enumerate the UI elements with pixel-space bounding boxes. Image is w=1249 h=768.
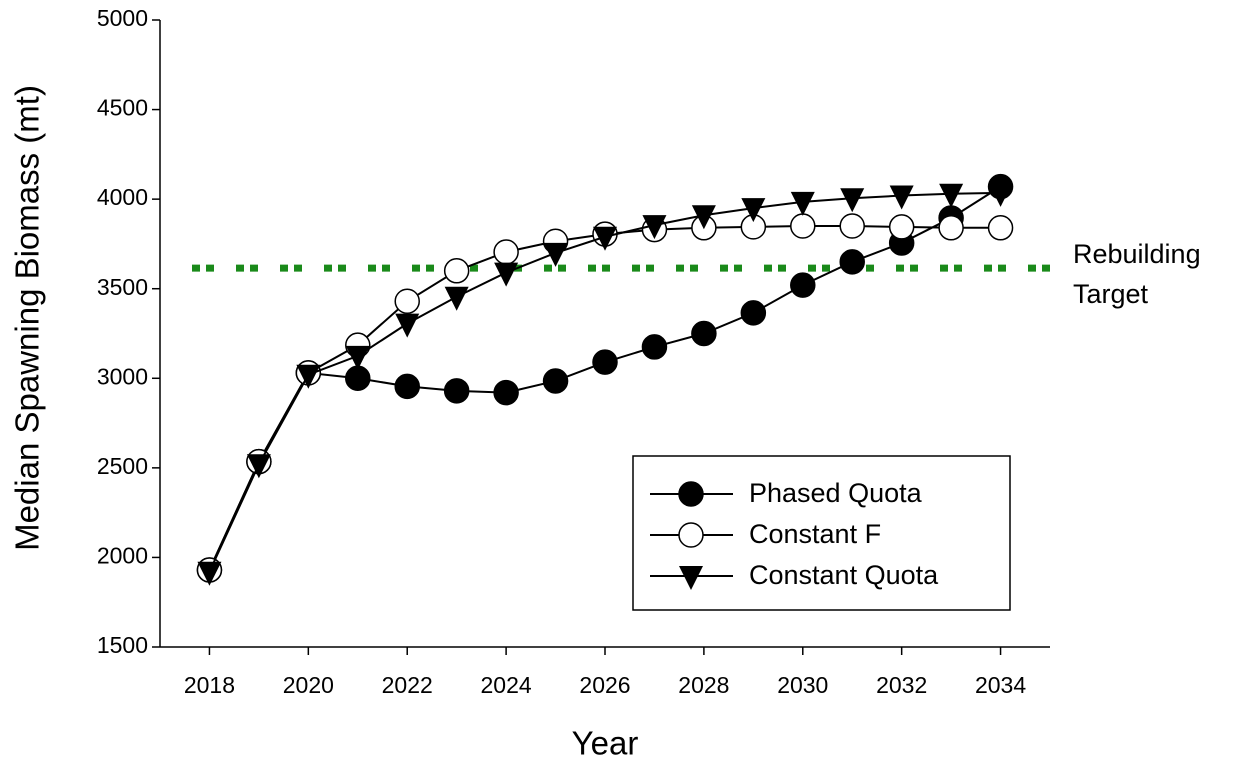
y-tick-label: 5000 [97,5,148,31]
marker [395,313,420,338]
x-axis-title: Year [572,725,639,762]
marker [394,373,420,400]
marker [246,454,271,479]
marker [443,258,470,284]
marker [790,191,815,216]
marker [296,364,321,389]
marker [790,213,816,239]
legend-marker [678,481,704,507]
marker [394,288,420,315]
x-tick-label: 2024 [481,672,532,698]
legend-label: Constant F [749,519,881,549]
y-tick-label: 2500 [97,453,148,479]
marker [592,349,618,375]
x-tick-label: 2030 [777,672,828,698]
marker [740,300,767,326]
marker [443,378,470,404]
marker [839,249,865,275]
marker [988,182,1013,207]
x-tick-label: 2022 [382,672,433,698]
y-tick-label: 4000 [97,184,148,210]
legend-label: Constant Quota [749,560,939,590]
legend-marker [678,522,704,548]
series [197,182,1013,586]
marker [494,262,519,287]
y-tick-label: 1500 [97,632,148,658]
marker [543,242,568,267]
marker [691,320,717,347]
y-axis-title: Median Spawning Biomass (mt) [9,85,46,551]
marker [641,334,668,360]
y-tick-label: 3500 [97,274,148,300]
legend-label: Phased Quota [749,478,923,508]
marker [493,239,519,265]
x-tick-label: 2026 [579,672,630,698]
reference-label: Target [1073,279,1149,309]
reference-label: Rebuilding [1073,239,1201,269]
x-tick-label: 2020 [283,672,334,698]
marker [840,188,865,213]
marker [741,198,766,223]
marker [642,215,667,240]
marker [839,213,865,239]
marker [889,185,914,210]
marker [493,379,519,406]
y-tick-label: 4500 [97,95,148,121]
x-tick-label: 2032 [876,672,927,698]
y-tick-label: 3000 [97,363,148,389]
y-tick-label: 2000 [97,543,148,569]
legend-marker [679,566,703,590]
marker [197,561,222,586]
x-tick-label: 2034 [975,672,1026,698]
marker [593,226,617,251]
marker [345,345,370,370]
marker [444,286,469,311]
marker [939,183,964,208]
x-tick-label: 2018 [184,672,235,698]
marker [938,215,964,241]
x-tick-label: 2028 [678,672,729,698]
marker [987,215,1014,241]
marker [888,214,915,240]
marker [790,272,816,298]
marker [691,205,716,230]
marker [542,368,569,394]
